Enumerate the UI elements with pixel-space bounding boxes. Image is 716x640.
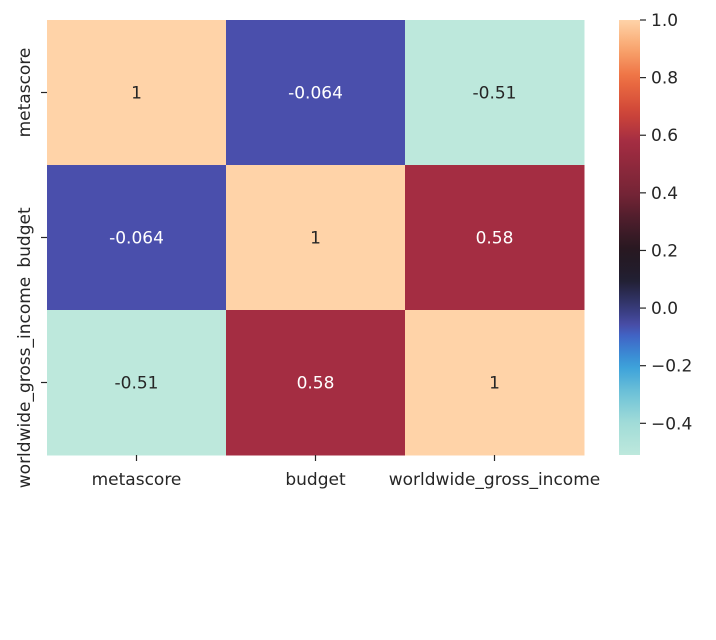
- cell-value-label: 0.58: [297, 374, 335, 394]
- heatmap-cell: [47, 310, 227, 456]
- y-tick-label: worldwide_gross_income: [15, 277, 35, 488]
- cell-value-label: -0.51: [473, 84, 517, 104]
- colorbar-tick-label: −0.4: [651, 414, 692, 434]
- heatmap-cell: [226, 20, 406, 166]
- x-tick-label: worldwide_gross_income: [389, 470, 600, 490]
- colorbar-gradient: [619, 20, 640, 455]
- cell-value-label: -0.51: [115, 374, 159, 394]
- colorbar-tick-label: 0.4: [651, 184, 678, 204]
- heatmap-cell: [405, 20, 585, 166]
- cell-value-label: 1: [489, 374, 500, 394]
- y-axis: metascore budget worldwide_gross_income: [15, 48, 47, 488]
- colorbar-tick-label: 0.0: [651, 299, 678, 319]
- heatmap-cell: [47, 20, 227, 166]
- heatmap-cell: [226, 310, 406, 456]
- heatmap-cell-labels: 1 -0.064 -0.51 -0.064 1 0.58 -0.51 0.58 1: [109, 84, 516, 394]
- cell-value-label: 0.58: [476, 229, 514, 249]
- heatmap-cell: [405, 310, 585, 456]
- heatmap-cell: [47, 165, 227, 311]
- colorbar-tick-label: −0.2: [651, 357, 692, 377]
- y-tick-label: metascore: [15, 48, 35, 138]
- x-axis: metascore budget worldwide_gross_income: [92, 455, 600, 490]
- heatmap-cells: [47, 20, 585, 456]
- heatmap-cell: [226, 165, 406, 311]
- x-tick-label: budget: [285, 470, 346, 490]
- colorbar-tick-label: 0.8: [651, 69, 678, 89]
- cell-value-label: 1: [310, 229, 321, 249]
- x-tick-label: metascore: [92, 470, 182, 490]
- colorbar-tick-label: 1.0: [651, 11, 678, 31]
- heatmap-cell: [405, 165, 585, 311]
- colorbar: 1.0 0.8 0.6 0.4 0.2 0.0 −0.2 −0.4: [619, 11, 692, 455]
- y-tick-label: budget: [15, 207, 35, 268]
- cell-value-label: 1: [131, 84, 142, 104]
- colorbar-tick-label: 0.2: [651, 241, 678, 261]
- cell-value-label: -0.064: [288, 84, 343, 104]
- colorbar-tick-label: 0.6: [651, 126, 678, 146]
- cell-value-label: -0.064: [109, 229, 164, 249]
